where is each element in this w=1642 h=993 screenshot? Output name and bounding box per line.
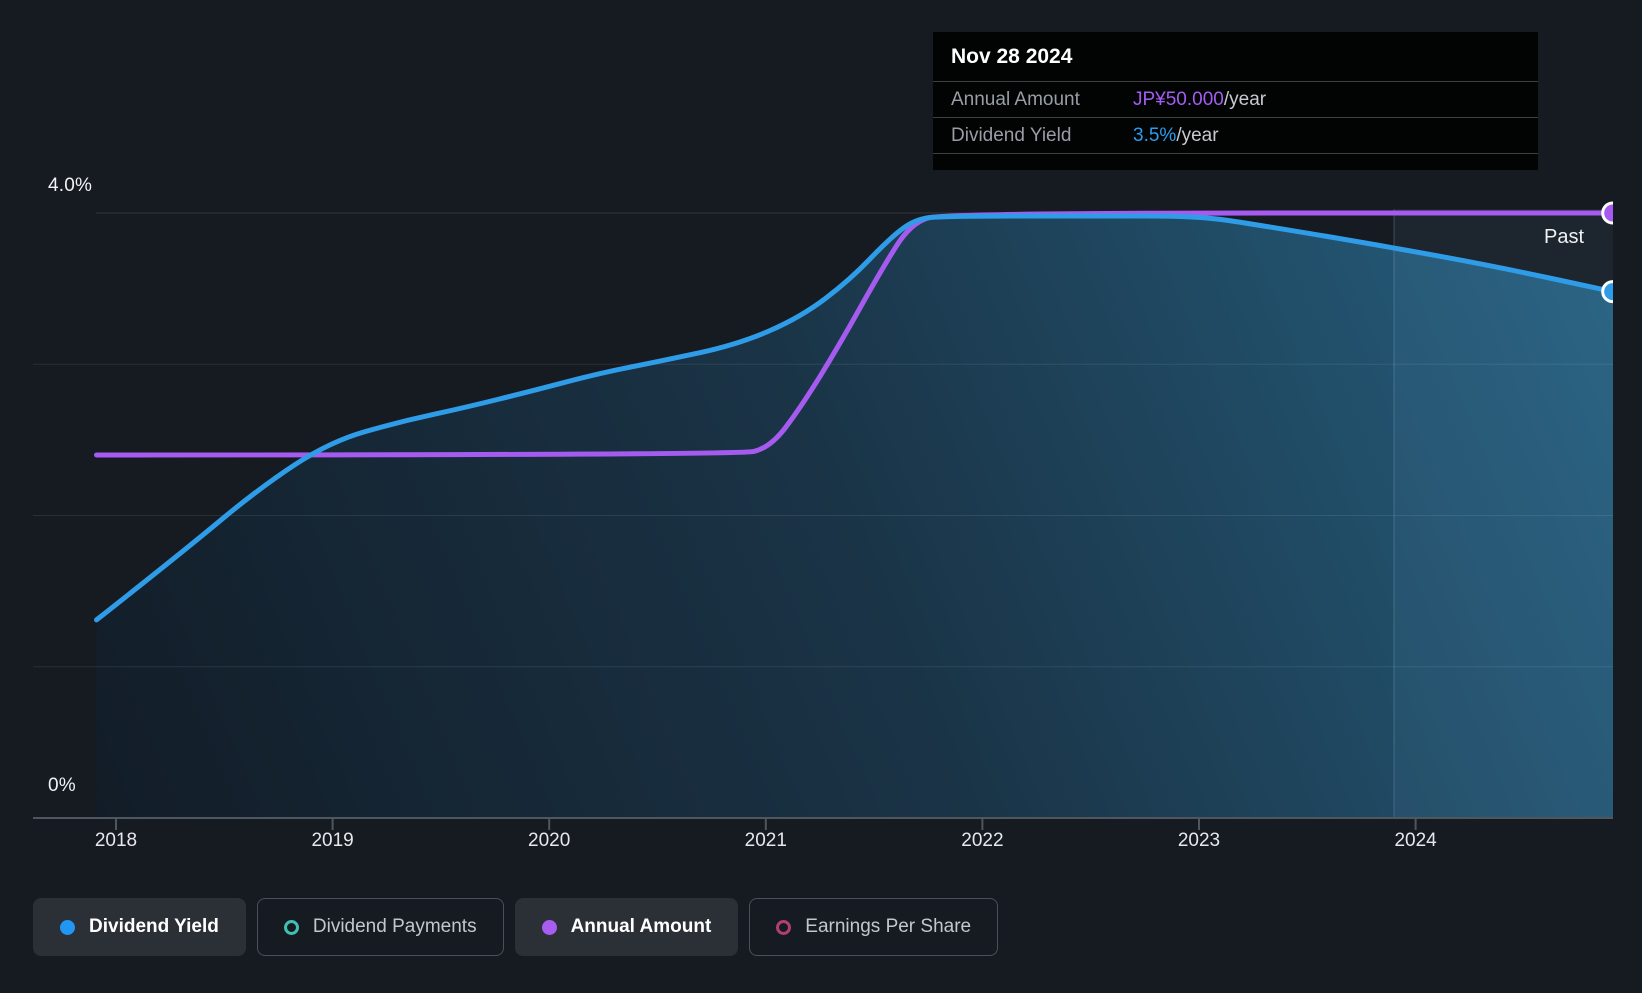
tooltip-value: 3.5%	[1133, 124, 1177, 146]
y-axis-label-bottom: 0%	[48, 775, 76, 796]
x-tick-2021: 2021	[744, 830, 787, 851]
tooltip-label: Annual Amount	[951, 88, 1080, 110]
dividend-payments-ring-icon	[283, 919, 299, 935]
tooltip-row-dividend-yield: Dividend Yield 3.5% /year	[933, 117, 1538, 154]
x-tick-2024: 2024	[1394, 830, 1437, 851]
x-tick-2023: 2023	[1177, 830, 1221, 851]
tooltip-date: Nov 28 2024	[951, 44, 1073, 68]
legend-label: Annual Amount	[570, 916, 712, 937]
x-tick-2022: 2022	[961, 830, 1004, 851]
x-tick-2018: 2018	[94, 830, 138, 851]
legend-dividend-yield-button[interactable]: Dividend Yield	[33, 898, 246, 956]
tooltip-suffix: /year	[1176, 124, 1219, 146]
x-tick-2019: 2019	[311, 830, 354, 851]
legend-earnings-per-share-button[interactable]: Earnings Per Share	[749, 898, 999, 956]
hover-column-highlight	[1394, 209, 1613, 818]
tooltip-suffix: /year	[1223, 88, 1267, 110]
legend-label: Earnings Per Share	[805, 916, 972, 937]
tooltip-value: JP¥50.000	[1133, 88, 1224, 110]
annual-amount-endpoint-marker	[1601, 201, 1613, 225]
dividend-yield-line	[94, 213, 1613, 623]
annual-amount-dot-icon	[541, 919, 557, 935]
past-annotation: Past	[1544, 226, 1585, 248]
legend-annual-amount-button[interactable]: Annual Amount	[514, 898, 739, 956]
y-axis-label-top: 4.0%	[48, 175, 93, 196]
tooltip: Nov 28 2024 Annual Amount JP¥50.000 /yea…	[933, 32, 1538, 170]
legend-label: Dividend Payments	[312, 916, 477, 937]
earnings-per-share-ring-icon	[776, 919, 792, 935]
legend-dividend-payments-button[interactable]: Dividend Payments	[256, 898, 504, 956]
chart-legend: Dividend Yield Dividend Payments Annual …	[33, 898, 999, 956]
legend-label: Dividend Yield	[89, 916, 219, 937]
tooltip-row-annual-amount: Annual Amount JP¥50.000 /year	[933, 81, 1538, 117]
dividend-yield-dot-icon	[60, 919, 75, 935]
x-tick-2020: 2020	[528, 830, 571, 851]
dividend-yield-endpoint-marker	[1601, 280, 1613, 304]
dividend-yield-area-fill	[96, 216, 1613, 818]
tooltip-label: Dividend Yield	[951, 124, 1072, 146]
